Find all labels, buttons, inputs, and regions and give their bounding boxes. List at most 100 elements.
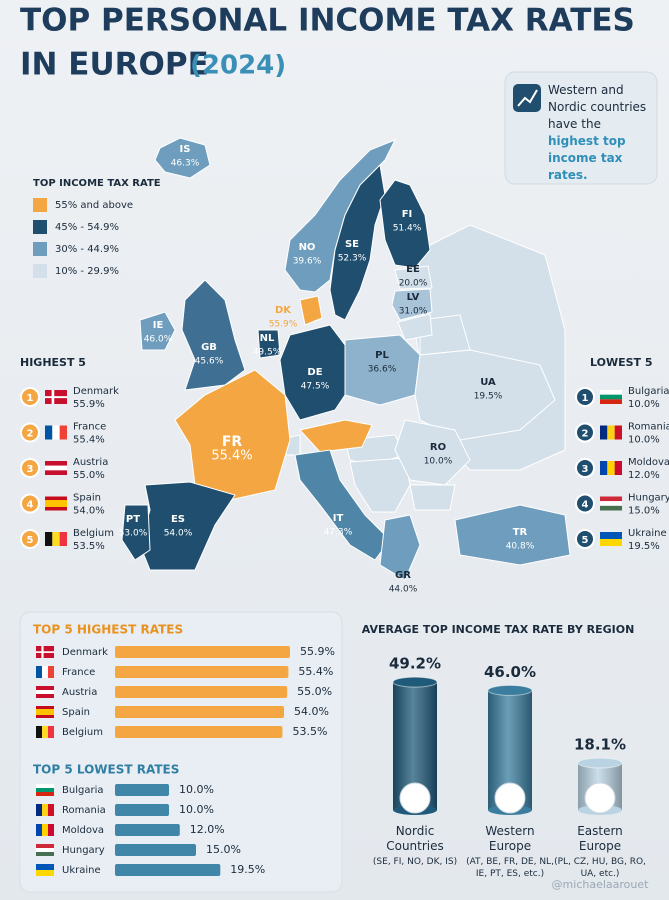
flag (48, 726, 54, 738)
callout-text: Western and Nordic countries have the (548, 83, 647, 131)
rank: 4 (27, 500, 34, 511)
panel (19, 611, 343, 893)
flag (52, 532, 60, 546)
map-country (174, 369, 291, 501)
map-land (349, 457, 411, 513)
bar-label: Austria (62, 687, 97, 698)
chart-title: TOP 5 LOWEST RATES (33, 763, 179, 777)
map-code: FR (222, 434, 243, 450)
map-rate: 45.6% (195, 357, 224, 367)
callout-text: Western and Nordic countries have the hi… (548, 82, 652, 184)
value-label: 10.0% (179, 783, 214, 796)
title: TOP PERSONAL INCOME TAX RATES (20, 3, 635, 39)
callout-icon (517, 89, 538, 107)
bar (115, 666, 289, 678)
map-code: FI (402, 209, 413, 220)
list-rate: 53.5% (73, 541, 105, 552)
list-country: Ukraine (628, 528, 667, 539)
flag (600, 394, 622, 400)
cylinder-top (577, 757, 623, 769)
rank: 5 (27, 535, 34, 546)
flag (600, 505, 622, 511)
bar (115, 706, 285, 718)
callout-box (504, 71, 658, 185)
flag (36, 870, 54, 876)
value-label: 55.0% (297, 685, 332, 698)
flag (42, 824, 48, 836)
region-label: Nordic Countries (386, 824, 444, 853)
flag (52, 425, 60, 440)
bar-label: Moldova (62, 825, 104, 836)
map-country (394, 265, 433, 290)
map-code: GB (201, 342, 217, 353)
callout-icon (513, 84, 541, 112)
flag (36, 694, 54, 698)
flag (607, 461, 615, 475)
bar-label: Hungary (62, 845, 105, 856)
map-country (257, 329, 281, 359)
map-code: NO (299, 242, 316, 253)
list-title: HIGHEST 5 (20, 356, 86, 369)
value-label: 55.4% (298, 665, 333, 678)
flag (36, 709, 54, 715)
list-rate: 15.0% (628, 506, 660, 517)
bar (115, 646, 290, 658)
flag (59, 532, 67, 546)
value-label: 10.0% (179, 803, 214, 816)
flag (42, 666, 48, 678)
map-rate: 55.4% (211, 449, 252, 464)
value-label: 12.0% (190, 823, 225, 836)
flag (45, 470, 67, 475)
rank: 2 (27, 429, 34, 440)
map-rate: 51.4% (393, 224, 422, 234)
flag (36, 666, 42, 678)
flag (36, 690, 54, 694)
map-rate: 39.6% (293, 257, 322, 267)
map-country (391, 288, 433, 321)
map-rate: 55.9% (269, 320, 298, 330)
bar (115, 864, 221, 876)
flag (36, 852, 54, 856)
flag (600, 461, 608, 475)
bar (115, 824, 180, 836)
bar (115, 686, 288, 698)
map-code: IS (180, 144, 191, 155)
list-country: Denmark (73, 386, 119, 397)
flag (614, 461, 622, 475)
map-austria (299, 419, 373, 453)
flag (48, 804, 54, 816)
rank-badge (575, 387, 595, 407)
list-country: Moldova (628, 457, 669, 468)
flag (600, 532, 622, 539)
bar (115, 804, 169, 816)
rank: 2 (582, 429, 589, 440)
bar-label: Ukraine (62, 865, 101, 876)
chart-title: TOP 5 HIGHEST RATES (33, 623, 183, 637)
map-rate: 19.5% (474, 392, 503, 402)
bar-label: Denmark (62, 647, 108, 658)
map-rate: 49.5% (253, 348, 282, 358)
list-country: Belgium (73, 528, 114, 539)
list-rate: 55.0% (73, 470, 105, 481)
map-country (121, 504, 151, 561)
flag (45, 425, 53, 440)
map-code: SE (345, 239, 359, 250)
bar-label: Belgium (62, 727, 103, 738)
title: IN EUROPE (20, 47, 209, 83)
region-icon (494, 782, 526, 814)
bar-label: France (62, 667, 95, 678)
map-country (139, 481, 236, 571)
bar-label: Romania (62, 805, 106, 816)
rank-badge (575, 458, 595, 478)
callout-highlight: highest top income tax rates. (548, 134, 626, 182)
bar (115, 726, 283, 738)
map-code: EE (406, 264, 420, 275)
map-rate: 10.0% (424, 457, 453, 467)
cylinder-top (392, 676, 438, 688)
rank-badge (575, 493, 595, 514)
flag (36, 726, 42, 738)
flag (45, 532, 53, 546)
legend-label: 10% - 29.9% (55, 266, 119, 277)
map-code: LV (407, 292, 420, 303)
list-country: Austria (73, 457, 108, 468)
